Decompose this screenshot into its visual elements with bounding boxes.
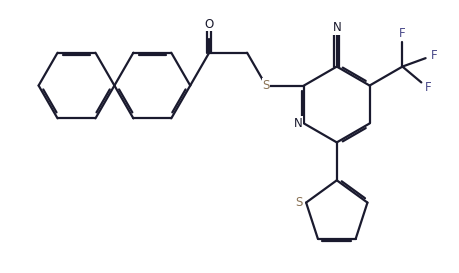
Text: F: F <box>424 81 430 94</box>
Text: S: S <box>262 79 269 92</box>
Text: O: O <box>204 18 213 31</box>
Text: N: N <box>332 21 341 34</box>
Text: F: F <box>398 27 405 40</box>
Text: S: S <box>295 196 302 209</box>
Text: F: F <box>430 49 436 62</box>
Text: N: N <box>293 117 302 130</box>
